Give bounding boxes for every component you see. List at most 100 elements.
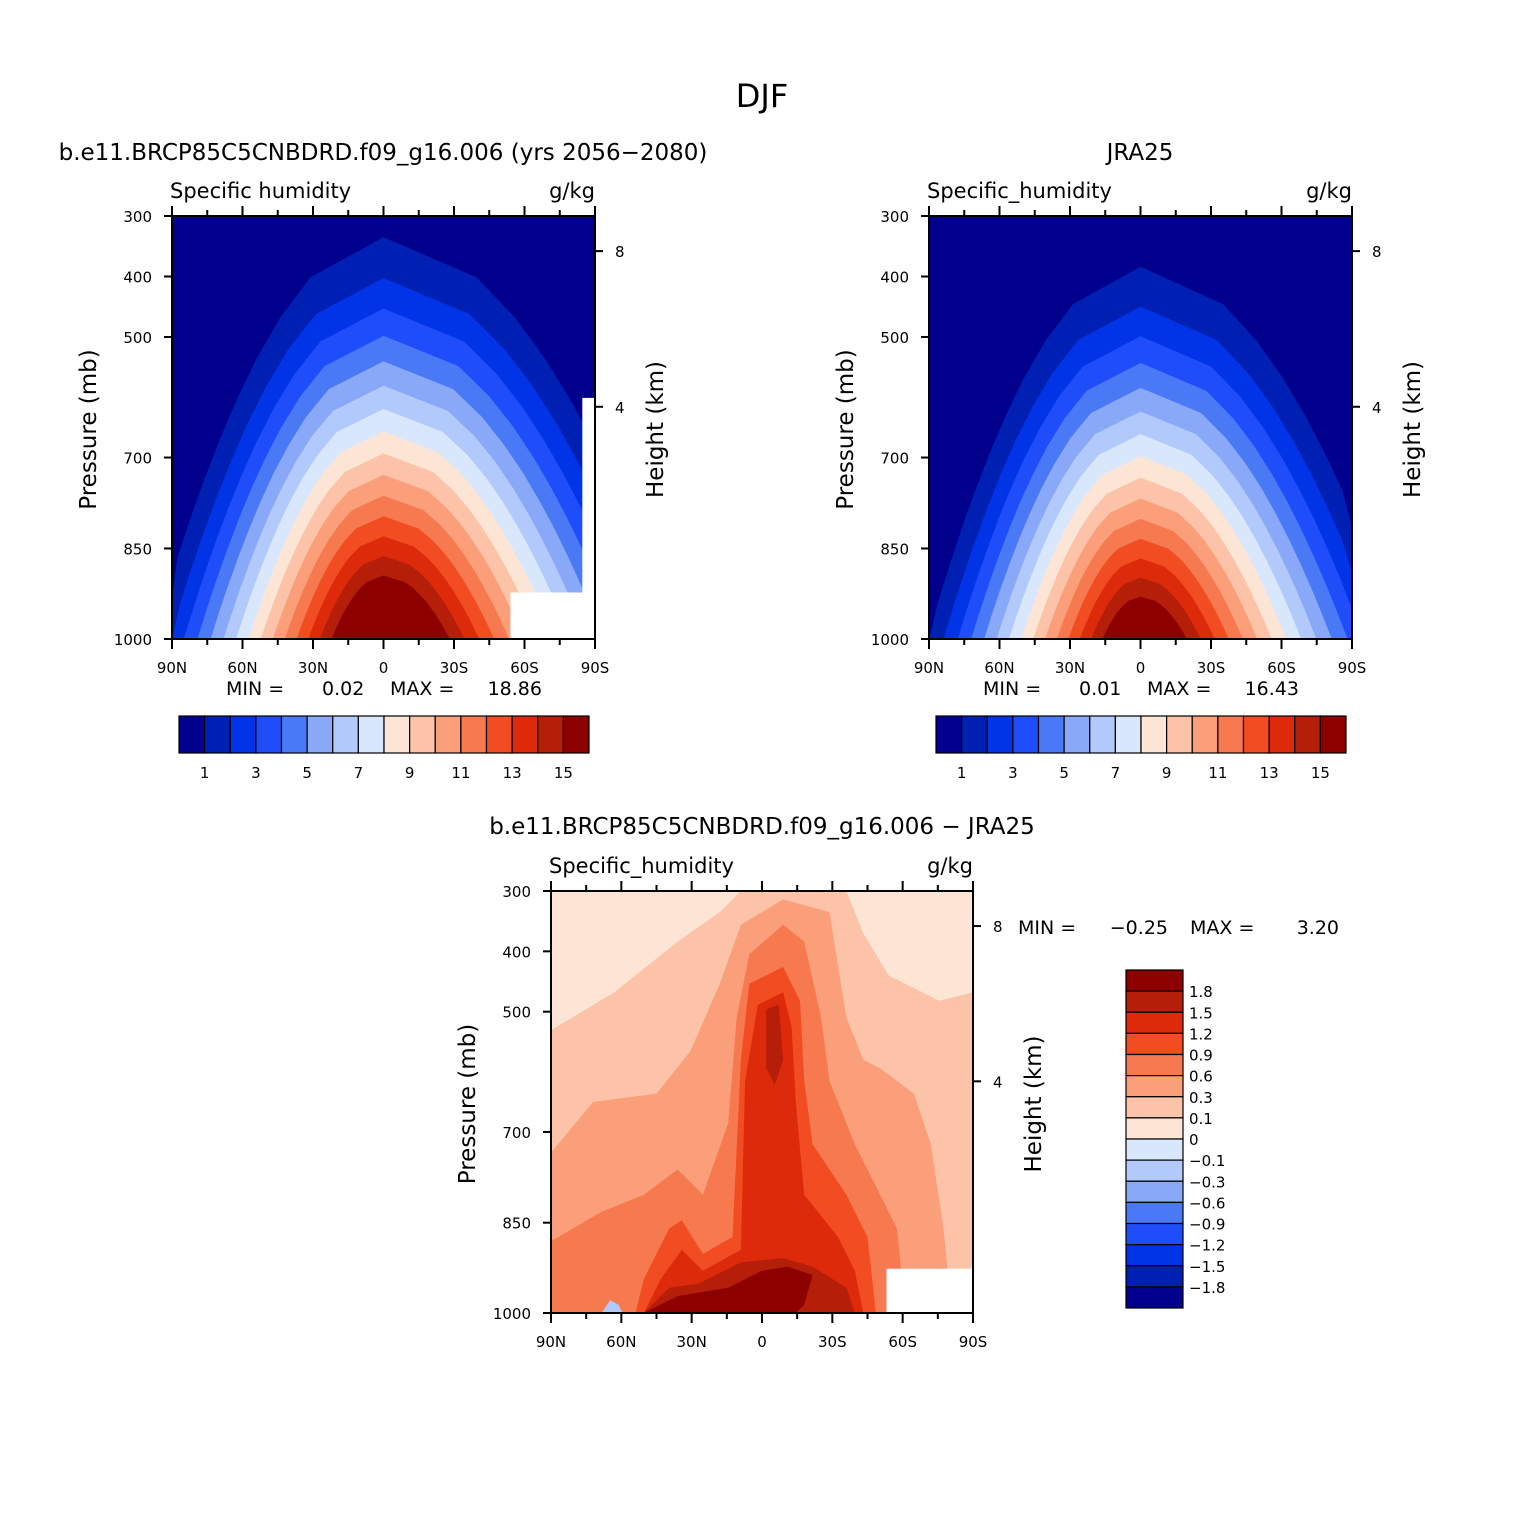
y-tick-label: 700 (123, 450, 152, 468)
y-tick-label: 700 (880, 450, 909, 468)
x-tick-label: 90S (1338, 659, 1367, 677)
x-tick-label: 0 (1136, 659, 1146, 677)
contour-band (1102, 596, 1187, 639)
x-tick-label: 30S (440, 659, 469, 677)
x-tick-label: 90S (581, 659, 610, 677)
colorbar-swatch (1114, 715, 1142, 754)
colorbar-swatch (1125, 1265, 1184, 1288)
colorbar-label: 11 (451, 764, 470, 782)
x-tick-label: 0 (757, 1333, 767, 1351)
colorbar-swatch (229, 715, 257, 754)
colorbar-label: 11 (1208, 764, 1227, 782)
colorbar-label: 7 (354, 764, 364, 782)
colorbar-swatch (511, 715, 539, 754)
panel-model: 90N 60N 30N 0 30S 60S 90S 300 400 500 700 850 1000 8 4… (59, 140, 708, 782)
colorbar-label: 15 (1311, 764, 1330, 782)
colorbar-swatch (434, 715, 462, 754)
colorbar-label: 0.3 (1189, 1089, 1213, 1107)
panel-diff: 90N 60N 30N 0 30S 60S 90S 300 400 500 700 850 1000 8 4… (455, 814, 1339, 1351)
colorbar-label: 3 (1008, 764, 1018, 782)
contour-band (601, 1300, 623, 1313)
colorbar-swatch (1125, 969, 1184, 992)
colorbar-swatch (280, 715, 308, 754)
missing-data (510, 592, 595, 639)
x-tick-label: 30S (1197, 659, 1226, 677)
colorbar-swatch (1125, 1053, 1184, 1077)
y-axis-label: Pressure (mb) (833, 349, 859, 509)
y-axis-label-right: Height (km) (643, 361, 669, 498)
y-tick-right-label: 8 (1372, 243, 1382, 261)
colorbar-label: 5 (302, 764, 312, 782)
x-tick-label: 30S (818, 1333, 847, 1351)
contour-field (551, 891, 973, 1313)
colorbar-swatch (1125, 1159, 1184, 1182)
y-tick-right-label: 8 (993, 918, 1003, 936)
colorbar-label: −1.2 (1189, 1237, 1225, 1255)
min-value: 0.02 (322, 678, 364, 700)
contour-band (643, 992, 864, 1313)
x-tick-label: 60N (606, 1333, 636, 1351)
colorbar-swatch (1125, 1201, 1184, 1225)
y-tick-label: 500 (880, 329, 909, 347)
x-tick-label: 60N (984, 659, 1014, 677)
colorbar-label: 0.1 (1189, 1110, 1213, 1128)
colorbar-label: 1.2 (1189, 1025, 1213, 1043)
colorbar-label: 3 (251, 764, 261, 782)
x-tick-label: 0 (379, 659, 389, 677)
colorbar-swatch (1166, 715, 1193, 754)
x-tick-label: 90N (157, 659, 187, 677)
colorbar-swatch (1125, 1138, 1184, 1161)
units-label: g/kg (927, 854, 973, 878)
contour-band (643, 1266, 813, 1313)
x-tick-label: 30N (677, 1333, 707, 1351)
y-tick-label: 500 (123, 329, 152, 347)
colorbar-label: −1.8 (1189, 1279, 1225, 1297)
colorbar-swatch (1125, 1180, 1184, 1203)
x-tick-label: 90N (914, 659, 944, 677)
y-tick-right-label: 4 (615, 399, 625, 417)
units-label: g/kg (1306, 179, 1352, 203)
colorbar-swatch (1125, 1244, 1184, 1267)
variable-label: Specific_humidity (549, 854, 734, 879)
x-tick-label: 30N (1055, 659, 1085, 677)
colorbar-label: 7 (1111, 764, 1121, 782)
colorbar-swatch (986, 715, 1014, 754)
colorbar-swatch (562, 715, 590, 754)
y-tick-label: 400 (880, 268, 909, 286)
x-tick-label: 60S (510, 659, 539, 677)
colorbar-label: 0.6 (1189, 1068, 1213, 1086)
panel-title: b.e11.BRCP85C5CNBDRD.f09_g16.006 − JRA25 (489, 814, 1035, 840)
y-tick-label: 400 (502, 943, 531, 961)
y-tick-label: 850 (502, 1215, 531, 1233)
colorbar-swatch (1089, 715, 1116, 754)
colorbar-swatch (1125, 1075, 1184, 1098)
contour-field (929, 216, 1352, 639)
max-value: 16.43 (1245, 678, 1299, 700)
colorbar-label: 9 (1162, 764, 1172, 782)
colorbar-label: 15 (554, 764, 573, 782)
y-tick-label: 400 (123, 268, 152, 286)
colorbar-swatch (306, 715, 334, 754)
colorbar-label: −0.1 (1189, 1152, 1225, 1170)
y-axis-label-right: Height (km) (1021, 1035, 1047, 1172)
colorbar-swatch (204, 715, 231, 754)
x-tick-label: 60S (888, 1333, 917, 1351)
colorbar-swatch (255, 715, 283, 754)
x-tick-label: 30N (298, 659, 328, 677)
colorbar-label: −1.5 (1189, 1258, 1225, 1276)
y-tick-label: 300 (880, 208, 909, 226)
colorbar-swatch (178, 715, 206, 754)
colorbar-label: −0.9 (1189, 1216, 1225, 1234)
colorbar-label: 13 (503, 764, 522, 782)
panel-title: b.e11.BRCP85C5CNBDRD.f09_g16.006 (yrs 20… (59, 140, 708, 166)
colorbar-swatch (1125, 1117, 1184, 1140)
colorbar-swatch (1319, 715, 1347, 754)
colorbar-label: 1 (957, 764, 967, 782)
colorbar-label: 1.8 (1189, 983, 1213, 1001)
colorbar-swatch (961, 715, 988, 754)
colorbar-swatch (1063, 715, 1091, 754)
max-value: 3.20 (1297, 917, 1339, 939)
colorbar-swatch (1037, 715, 1065, 754)
max-value: 18.86 (488, 678, 542, 700)
min-value: −0.25 (1110, 917, 1168, 939)
